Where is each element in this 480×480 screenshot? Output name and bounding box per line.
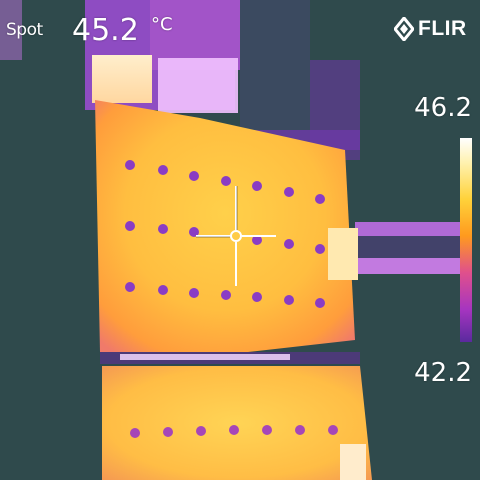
flir-logo-icon [394, 17, 414, 41]
scale-min-value: 42.2 [414, 358, 472, 388]
color-scale-bar [460, 138, 472, 342]
spot-crosshair [196, 186, 276, 286]
crosshair-icon [196, 186, 276, 286]
temperature-unit: °C [151, 14, 173, 35]
spot-temperature-value: 45.2 [72, 13, 139, 48]
scale-max-value: 46.2 [414, 93, 472, 123]
brand-name: FLIR [418, 17, 467, 40]
spot-label: Spot [6, 20, 43, 40]
brand-logo: FLIR [394, 17, 467, 41]
